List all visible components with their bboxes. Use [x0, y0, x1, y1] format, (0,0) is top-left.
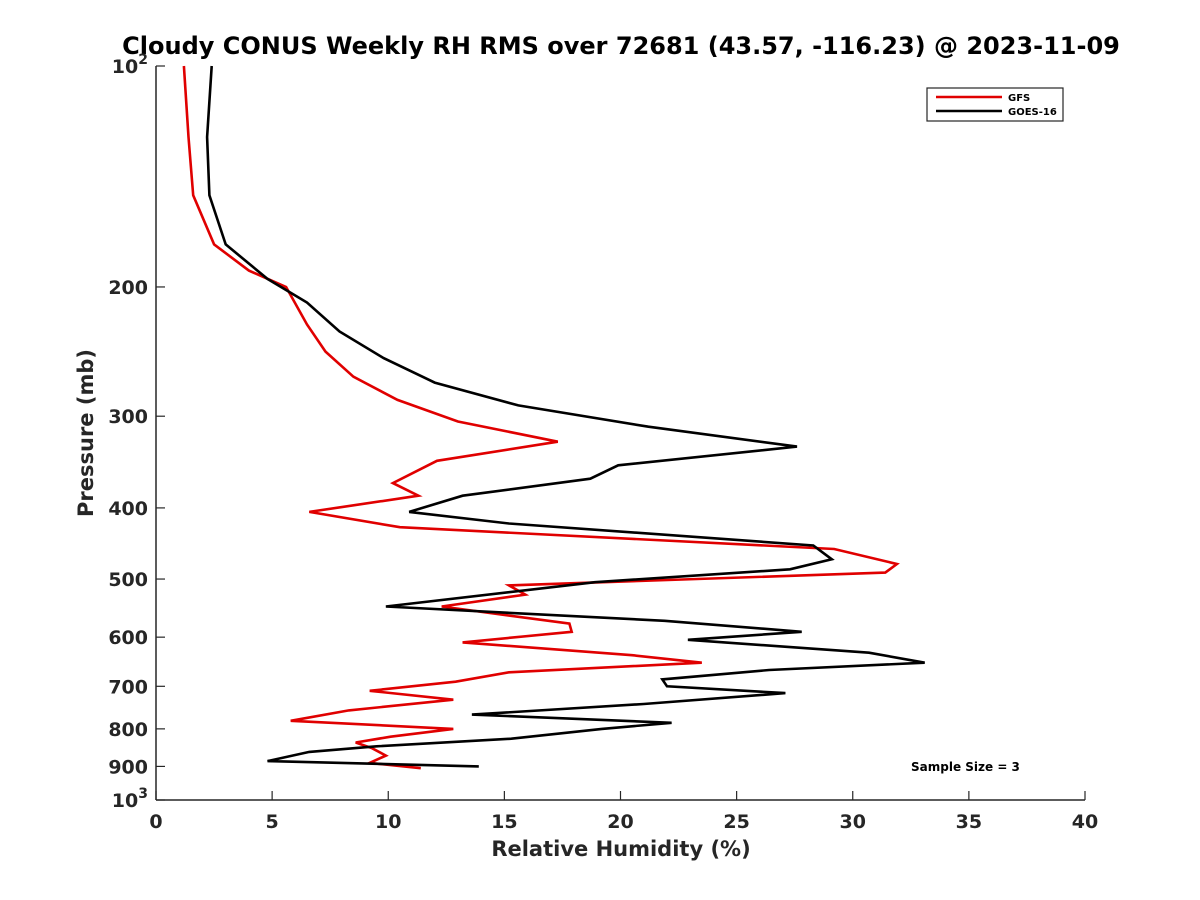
y-tick-label: 102: [112, 52, 148, 78]
y-axis-label: Pressure (mb): [74, 349, 98, 517]
y-tick-label: 400: [108, 498, 148, 520]
legend-box: [926, 87, 1064, 122]
y-tick-label: 900: [108, 756, 148, 778]
series-line-gfs: [182, 65, 900, 770]
y-tick-label: 300: [108, 406, 148, 428]
plot-area: [155, 65, 1085, 801]
y-axis-ticks: 102 200 300 400 500 600 700 800 900 103: [108, 52, 165, 812]
y-tick-label: 800: [108, 719, 148, 741]
x-tick-label: 0: [149, 811, 162, 833]
legend-label: GOES-16: [1008, 107, 1057, 118]
y-tick-label: 600: [108, 627, 148, 649]
y-tick-label: 500: [108, 569, 148, 591]
legend: GFS GOES-16: [926, 87, 1064, 122]
x-tick-label: 15: [491, 811, 517, 833]
sample-size-annotation: Sample Size = 3: [911, 760, 1020, 774]
legend-label: GFS: [1008, 93, 1030, 104]
chart-title: Cloudy CONUS Weekly RH RMS over 72681 (4…: [122, 32, 1120, 60]
y-tick-label: 103: [112, 786, 148, 812]
x-axis-ticks: 0 5 10 15 20 25 30 35 40: [149, 791, 1098, 833]
x-tick-label: 20: [607, 811, 633, 833]
x-tick-label: 35: [956, 811, 982, 833]
y-tick-label: 200: [108, 277, 148, 299]
x-tick-label: 10: [375, 811, 401, 833]
y-tick-label: 700: [108, 676, 148, 698]
x-tick-label: 25: [723, 811, 749, 833]
x-axis-label: Relative Humidity (%): [491, 837, 750, 861]
x-tick-label: 30: [840, 811, 866, 833]
series-layer: [182, 65, 925, 770]
x-tick-label: 5: [266, 811, 279, 833]
x-tick-label: 40: [1072, 811, 1098, 833]
series-line-goes-16: [205, 65, 925, 768]
